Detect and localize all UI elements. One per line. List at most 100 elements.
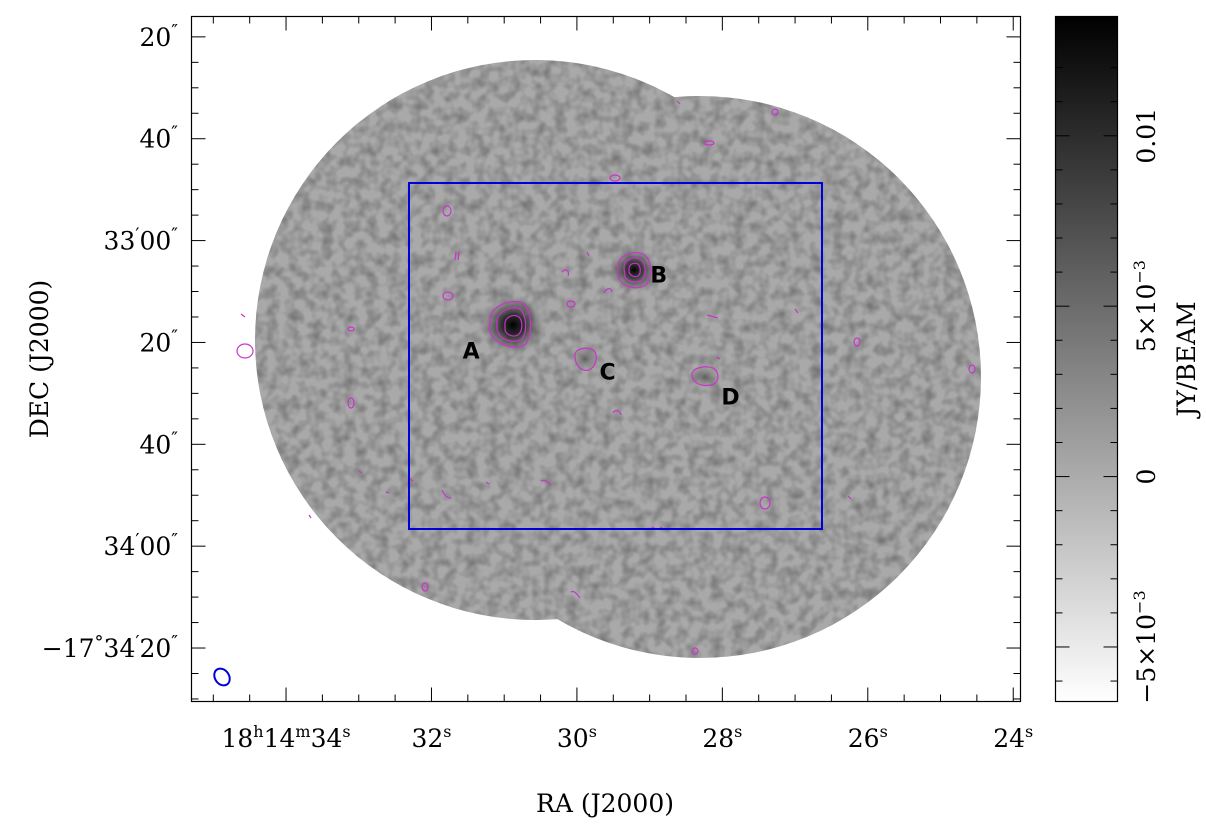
contour-small bbox=[540, 479, 552, 486]
y-tick-minutes: 34 bbox=[104, 634, 136, 663]
x-tick-seconds: 32 bbox=[411, 724, 443, 753]
contour-small bbox=[794, 308, 799, 314]
source-a-emission bbox=[481, 295, 545, 355]
y-tick-seconds: 40 bbox=[139, 430, 171, 459]
x-tick-unit: s bbox=[734, 722, 742, 741]
plot-frame bbox=[190, 15, 1022, 703]
contour-small bbox=[691, 647, 699, 655]
contour-small bbox=[706, 314, 719, 319]
source-label-c: C bbox=[599, 360, 615, 385]
colorbar-tick-label: −5×10−3 bbox=[1130, 590, 1161, 703]
x-tick-unit: m bbox=[295, 722, 310, 741]
source-label-d: D bbox=[721, 386, 739, 411]
x-tick-unit: s bbox=[443, 722, 451, 741]
colorbar-tick-label: 0 bbox=[1132, 469, 1161, 485]
y-tick-minutes: 33 bbox=[104, 227, 136, 256]
beam-ellipse bbox=[213, 667, 231, 687]
contour-d-1 bbox=[691, 366, 719, 387]
y-tick-unit: ″ bbox=[171, 225, 178, 246]
contour-small bbox=[409, 478, 414, 482]
contour-small bbox=[968, 364, 976, 374]
contour-small bbox=[703, 140, 715, 146]
contour-small bbox=[454, 251, 460, 261]
x-tick-seconds: 34 bbox=[311, 724, 343, 753]
colorbar bbox=[1054, 15, 1119, 703]
x-tick-label: 18h14m34s bbox=[221, 722, 350, 753]
contour-c-1 bbox=[574, 347, 597, 371]
contour-small bbox=[347, 326, 355, 332]
field-box bbox=[408, 182, 823, 530]
contour-small bbox=[586, 251, 590, 257]
contour-small bbox=[570, 590, 581, 599]
colorbar-tick-exponent: −3 bbox=[1130, 260, 1149, 284]
x-tick-seconds: 24 bbox=[993, 724, 1025, 753]
contour-small bbox=[347, 397, 355, 409]
mosaic-image bbox=[255, 60, 981, 658]
y-tick-label: 20″ bbox=[139, 326, 178, 357]
colorbar-tick-exponent: −3 bbox=[1130, 590, 1149, 614]
colorbar-label: JY/BEAM bbox=[1172, 301, 1201, 419]
contours bbox=[236, 100, 976, 655]
colorbar-tick-value: −5×10 bbox=[1132, 614, 1161, 704]
colorbar-ticks: −5×10−305×10−30.01 bbox=[1055, 67, 1161, 704]
contour-small bbox=[308, 514, 312, 519]
x-tick-label: 24s bbox=[993, 722, 1033, 753]
y-axis-label: DEC (J2000) bbox=[25, 280, 54, 439]
y-tick-label: 20″ bbox=[139, 21, 178, 52]
source-labels: A B C D bbox=[463, 263, 740, 410]
y-tick-label: 33′00″ bbox=[104, 225, 179, 256]
contour-small bbox=[561, 269, 570, 277]
y-tick-unit: ″ bbox=[171, 326, 178, 347]
contour-small bbox=[716, 356, 721, 360]
contour-small bbox=[603, 288, 613, 294]
contour-small bbox=[485, 481, 490, 485]
x-tick-seconds: 26 bbox=[848, 724, 880, 753]
contour-small bbox=[612, 409, 622, 416]
y-tick-minutes: 34 bbox=[104, 532, 136, 561]
y-tick-seconds: 40 bbox=[139, 125, 171, 154]
colorbar-tick-label: 0.01 bbox=[1132, 108, 1161, 164]
x-tick-unit: h bbox=[253, 722, 263, 741]
y-tick-unit: ″ bbox=[171, 123, 178, 144]
y-tick-unit: ″ bbox=[171, 21, 178, 42]
axes: 18h14m34s 32s 30s 28s 26s 24s20″40″33′00″20″4… bbox=[42, 16, 1033, 753]
colorbar-tick-value: 0 bbox=[1132, 469, 1161, 485]
y-tick-unit: ′ bbox=[135, 530, 139, 551]
x-tick-label: 28s bbox=[702, 722, 742, 753]
contour-a-3 bbox=[504, 314, 523, 337]
y-tick-seconds: 20 bbox=[139, 328, 171, 357]
x-tick-unit: s bbox=[589, 722, 597, 741]
contour-small bbox=[421, 582, 429, 592]
x-tick-seconds: 28 bbox=[702, 724, 734, 753]
contour-b-1 bbox=[617, 252, 652, 289]
contour-b-3 bbox=[628, 262, 641, 278]
contour-a-1 bbox=[488, 301, 532, 348]
y-tick-label: −17°34′20″ bbox=[42, 632, 178, 663]
y-tick-label: 40″ bbox=[139, 428, 178, 459]
colorbar-tick-label: 5×10−3 bbox=[1130, 260, 1161, 352]
contour-small bbox=[442, 291, 454, 301]
x-tick-hours: 18 bbox=[221, 724, 253, 753]
y-tick-degrees: −17 bbox=[42, 634, 95, 663]
source-label-a: A bbox=[463, 339, 480, 364]
y-tick-seconds: 20 bbox=[139, 634, 171, 663]
y-tick-unit: ° bbox=[95, 632, 104, 653]
contour-small bbox=[358, 470, 363, 474]
contour-a-2 bbox=[496, 307, 527, 342]
x-tick-minutes: 14 bbox=[264, 724, 296, 753]
contour-small bbox=[759, 496, 771, 510]
contour-small bbox=[236, 343, 254, 359]
contour-small bbox=[240, 313, 246, 318]
y-tick-label: 40″ bbox=[139, 123, 178, 154]
x-tick-unit: s bbox=[880, 722, 888, 741]
y-tick-seconds: 00 bbox=[139, 532, 171, 561]
source-label-b: B bbox=[650, 263, 667, 288]
x-tick-label: 26s bbox=[848, 722, 888, 753]
contour-small bbox=[609, 174, 621, 182]
colorbar-tick-value: 0.01 bbox=[1132, 108, 1161, 164]
y-tick-unit: ′ bbox=[135, 632, 139, 653]
y-tick-seconds: 00 bbox=[139, 227, 171, 256]
source-b-emission bbox=[610, 248, 658, 292]
